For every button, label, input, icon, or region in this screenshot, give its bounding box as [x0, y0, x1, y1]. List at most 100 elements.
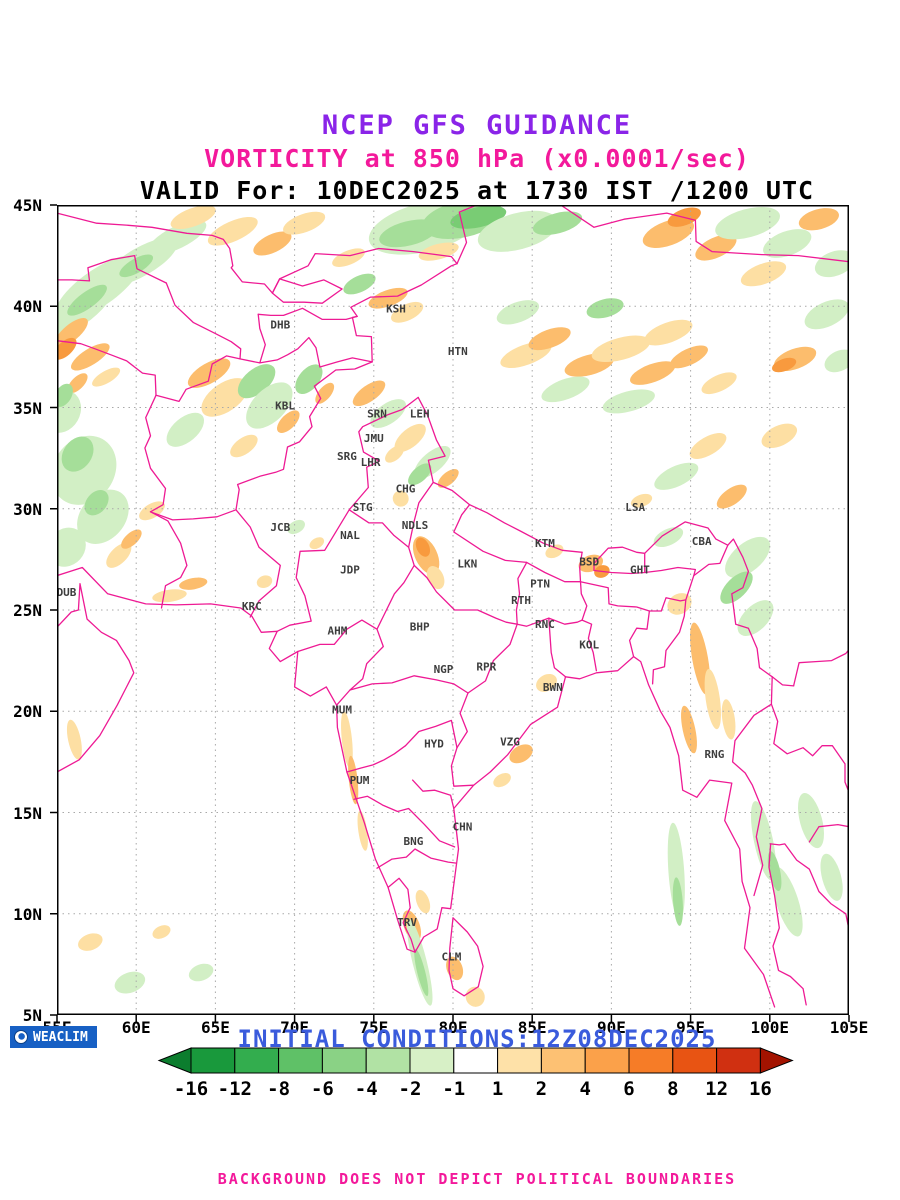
colorbar-arrow-left — [157, 1047, 192, 1074]
station-label-ahm: AHM — [327, 624, 347, 637]
boundary-iran-pak — [149, 511, 188, 609]
station-label-jcb: JCB — [270, 521, 290, 534]
colorbar-label: 2 — [536, 1078, 547, 1100]
x-tick-label: 70E — [280, 1018, 310, 1037]
station-label-ngp: NGP — [434, 663, 454, 676]
vorticity-shading-blob — [767, 851, 782, 892]
x-tick-label: 85E — [517, 1018, 547, 1037]
vorticity-shading-blob — [237, 364, 276, 399]
colorbar-label: 8 — [667, 1078, 678, 1100]
vorticity-shading-blob — [392, 490, 409, 507]
map-frame — [57, 205, 849, 1015]
colorbar-label: -6 — [311, 1078, 334, 1100]
vorticity-shading-blob — [207, 216, 258, 246]
boundary-uzbek-kazakh-west — [57, 254, 167, 284]
vorticity-shading-blob — [798, 793, 824, 849]
boundary-kyrgyz-kazakh — [271, 247, 458, 294]
station-label-jdp: JDP — [340, 564, 360, 577]
colorbar-segment — [321, 1047, 367, 1074]
vorticity-shading-blob — [536, 673, 557, 692]
vorticity-shading-blob — [763, 229, 812, 258]
vorticity-shading-blob — [357, 810, 368, 851]
station-label-vzg: VZG — [500, 736, 520, 749]
vorticity-shading-blob — [370, 399, 406, 429]
station-label-rng: RNG — [704, 748, 724, 761]
boundary-st-mh-ka-s — [346, 745, 407, 773]
vorticity-shading-blob — [667, 593, 692, 615]
vorticity-shading-blob — [187, 358, 231, 388]
vorticity-shading-blob — [283, 211, 326, 235]
station-label-pum: PUM — [350, 774, 370, 787]
station-label-htn: HTN — [448, 345, 468, 358]
boundary-st-ap-tg — [450, 747, 475, 787]
vorticity-shading-blob — [295, 364, 323, 395]
station-label-cba: CBA — [692, 535, 712, 548]
colorbar-segment — [190, 1047, 236, 1074]
vorticity-shading-blob — [309, 537, 325, 550]
vorticity-shading-blob — [602, 389, 655, 414]
vorticity-shading-blob — [408, 463, 432, 486]
vorticity-shading-blob — [689, 433, 727, 459]
vorticity-shading-blob — [532, 211, 583, 235]
colorbar-label: 4 — [579, 1078, 590, 1100]
vorticity-shading-blob — [57, 390, 82, 433]
x-tick-label: 105E — [829, 1018, 869, 1037]
vorticity-shading-blob — [586, 298, 624, 319]
vorticity-shading-blob — [509, 744, 533, 764]
boundary-iran-afghan — [144, 394, 167, 513]
boundary-india-myanmar — [651, 544, 729, 685]
station-label-lkn: LKN — [457, 558, 477, 571]
boundary-st-ka-tn — [376, 848, 457, 869]
vorticity-shading-blob — [348, 755, 359, 805]
colorbar-label: 1 — [492, 1078, 503, 1100]
station-label-bhp: BHP — [410, 620, 430, 633]
boundary-tajik-west — [257, 313, 266, 364]
station-label-rpr: RPR — [476, 661, 496, 674]
station-label-kol: KOL — [579, 639, 599, 652]
vorticity-shading-blob — [61, 436, 94, 472]
colorbar-legend: -16 -12 -8 -6 -4 -2 -1 1 2 4 6 8 12 16 — [157, 1047, 794, 1100]
boundary-oman-coast — [57, 583, 135, 773]
y-tick-label: 5N — [22, 1006, 42, 1025]
colorbar-label: 12 — [705, 1078, 728, 1100]
colorbar-segment — [409, 1047, 455, 1074]
colorbar-label: 6 — [623, 1078, 634, 1100]
boundary-thai-laos — [770, 703, 849, 793]
vorticity-shading-blob — [672, 877, 683, 926]
vorticity-shading-blob — [414, 948, 429, 997]
boundary-st-mh-mp — [349, 675, 469, 694]
vorticity-shading-blob — [287, 519, 305, 535]
vorticity-shading-blob — [541, 376, 590, 403]
boundary-kazakh-top — [57, 212, 274, 294]
vorticity-shading-blob — [246, 382, 293, 429]
vorticity-shading-blob — [188, 963, 214, 982]
vorticity-shading-blob — [644, 319, 693, 346]
boundary-china-mongolia — [560, 205, 849, 263]
boundary-st-up-mp — [413, 564, 518, 625]
vorticity-shading-blob — [437, 468, 459, 488]
boundary-turkmen-uzbek — [165, 282, 242, 360]
station-label-dub: DUB — [57, 586, 77, 599]
vorticity-shading-blob — [390, 301, 424, 323]
boundary-iran-turkmen — [57, 340, 157, 396]
colorbar-arrow-right — [759, 1047, 794, 1074]
vorticity-shading-blob — [92, 367, 121, 387]
vorticity-shading-blob — [545, 544, 564, 559]
vorticity-shading-blob — [814, 250, 849, 278]
colorbar-segment — [365, 1047, 411, 1074]
colorbar-label: -8 — [267, 1078, 290, 1100]
boundary-thai-cambodia — [808, 823, 849, 843]
station-label-hyd: HYD — [424, 738, 444, 751]
boundary-india-china-west — [417, 396, 471, 506]
vorticity-shading-blob — [761, 423, 798, 448]
vorticity-shading-blob — [725, 536, 771, 578]
station-label-lhr: LHR — [361, 456, 381, 469]
station-label-srg: SRG — [337, 450, 357, 463]
vorticity-shading-blob — [630, 361, 676, 385]
boundary-st-wb-odisha — [548, 617, 567, 678]
boundary-arunachal — [644, 521, 729, 554]
vorticity-shading-blob — [720, 571, 753, 604]
vorticity-shading-blob — [277, 410, 300, 433]
vorticity-shading-blob — [771, 357, 797, 373]
station-label-chn: CHN — [453, 821, 473, 834]
